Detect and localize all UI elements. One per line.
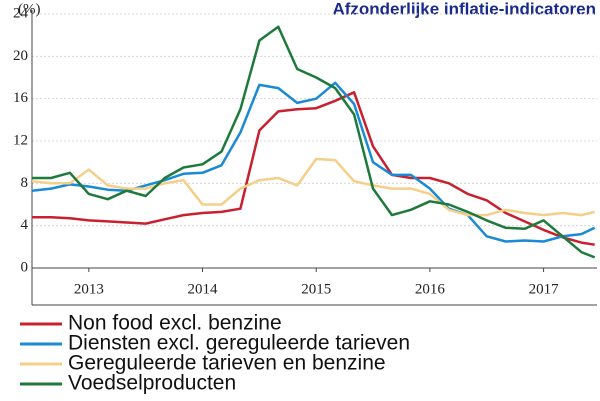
y-tick-label: 24 xyxy=(13,5,29,21)
x-tick-label: 2015 xyxy=(301,281,331,297)
legend-label: Diensten excl. gereguleerde tarieven xyxy=(68,332,410,355)
y-tick-label: 20 xyxy=(13,48,28,64)
x-tick-label: 2014 xyxy=(188,281,219,297)
y-axis-label: (%) xyxy=(18,1,41,17)
chart-title: Afzonderlijke inflatie-indicatoren xyxy=(332,0,596,18)
x-tick-label: 2017 xyxy=(529,281,560,297)
legend-label: Gereguleerde tarieven en benzine xyxy=(68,352,386,375)
x-tick-label: 2016 xyxy=(415,281,446,297)
x-tick-label: 2013 xyxy=(74,281,104,297)
y-tick-label: 12 xyxy=(13,132,28,148)
series-line xyxy=(31,157,595,217)
legend-label: Non food excl. benzine xyxy=(68,312,282,335)
y-tick-label: 16 xyxy=(13,90,29,106)
series-line xyxy=(32,91,595,246)
series-line xyxy=(32,25,596,259)
y-tick-label: 4 xyxy=(21,217,29,233)
legend-label: Voedselproducten xyxy=(68,372,236,395)
y-tick-label: 0 xyxy=(21,259,29,275)
y-tick-label: 8 xyxy=(21,175,29,191)
